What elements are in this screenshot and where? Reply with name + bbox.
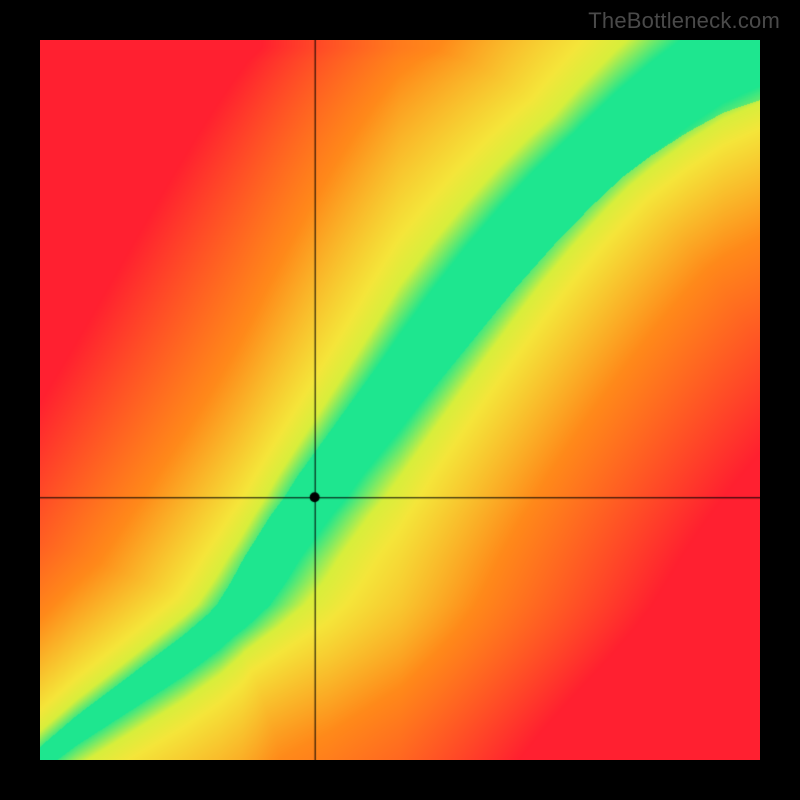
chart-container: TheBottleneck.com: [0, 0, 800, 800]
watermark-text: TheBottleneck.com: [588, 8, 780, 34]
bottleneck-heatmap: [40, 40, 760, 760]
